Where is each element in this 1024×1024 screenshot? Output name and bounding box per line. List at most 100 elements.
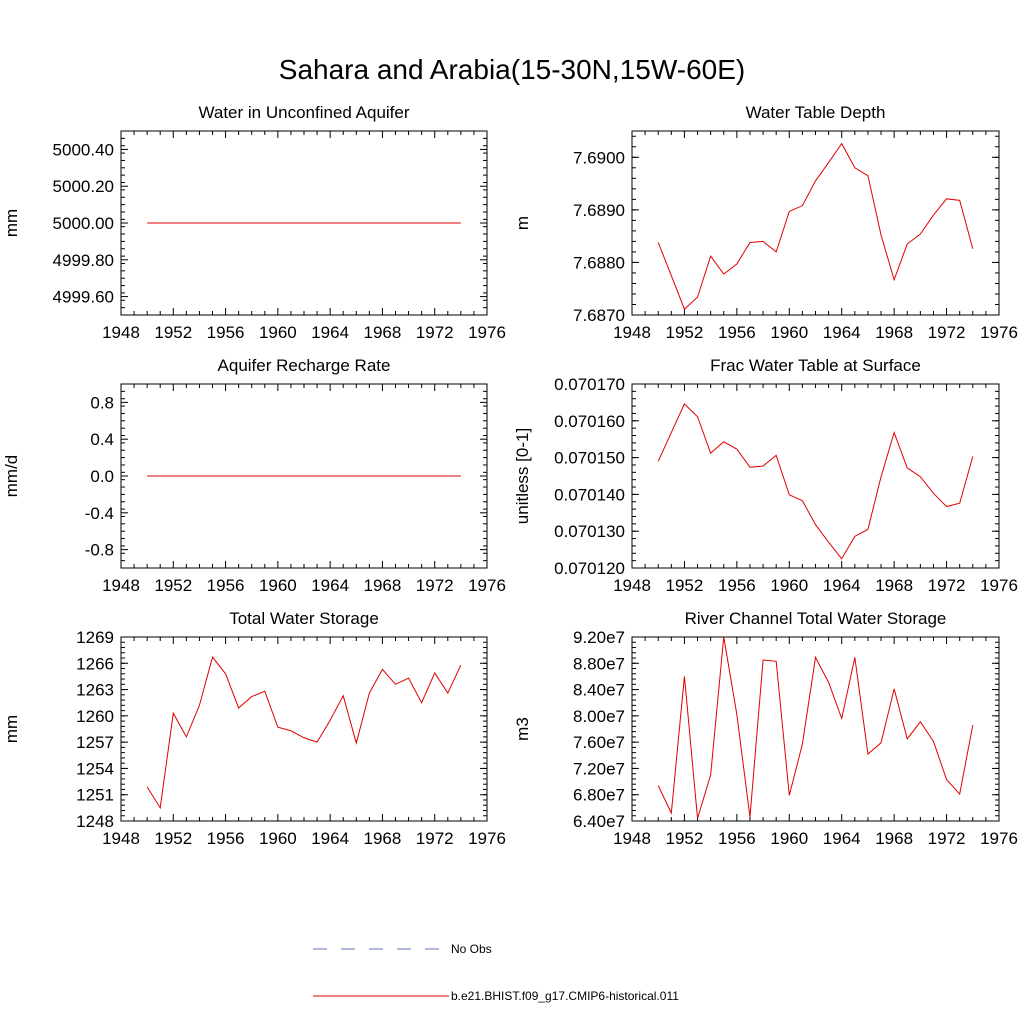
y-tick-label: 6.80e7 — [573, 786, 625, 805]
chart-panel-4: Frac Water Table at Surface unitless [0-1… — [513, 356, 1018, 595]
y-tick-label: 1248 — [76, 812, 114, 831]
x-tick-label: 1952 — [154, 829, 192, 848]
x-tick-label: 1976 — [468, 576, 506, 595]
x-tick-label: 1968 — [364, 829, 402, 848]
panel-title: Total Water Storage — [229, 609, 379, 628]
x-tick-label: 1976 — [980, 323, 1018, 342]
y-tick-label: 8.40e7 — [573, 681, 625, 700]
chart-panel-2: Water Table Depth m 1948 1952 1956 1960 1964 19… — [513, 103, 1018, 342]
y-axis-label: m — [513, 216, 532, 230]
x-tick-label: 1964 — [311, 829, 349, 848]
y-tick-label: 7.6870 — [573, 306, 625, 325]
x-tick-label: 1948 — [102, 576, 140, 595]
x-tick-label: 1976 — [468, 829, 506, 848]
y-tick-label: 1266 — [76, 654, 114, 673]
y-tick-label: 8.00e7 — [573, 707, 625, 726]
y-tick-label: 1254 — [76, 759, 114, 778]
x-tick-label: 1960 — [770, 576, 808, 595]
x-tick-label: 1960 — [770, 323, 808, 342]
x-tick-label: 1968 — [875, 576, 913, 595]
y-tick-label: 0.070150 — [554, 449, 625, 468]
panel-title: Frac Water Table at Surface — [710, 356, 921, 375]
y-axis-label: mm — [2, 209, 21, 237]
panel-title: River Channel Total Water Storage — [685, 609, 947, 628]
y-tick-label: 5000.20 — [53, 177, 114, 196]
y-tick-label: 7.6900 — [573, 148, 625, 167]
x-tick-label: 1952 — [666, 576, 704, 595]
x-tick-label: 1952 — [666, 323, 704, 342]
plot-frame — [120, 636, 488, 822]
x-tick-label: 1956 — [718, 576, 756, 595]
x-tick-label: 1956 — [207, 323, 245, 342]
x-tick-label: 1960 — [259, 829, 297, 848]
x-tick-label: 1960 — [259, 323, 297, 342]
y-tick-label: 1269 — [76, 628, 114, 647]
series-line-1 — [657, 142, 974, 311]
x-tick-label: 1968 — [875, 829, 913, 848]
chart-panel-6: River Channel Total Water Storage m3 1948 1… — [513, 609, 1018, 848]
y-tick-label: 8.80e7 — [573, 654, 625, 673]
x-tick-label: 1948 — [613, 576, 651, 595]
panel-title: Aquifer Recharge Rate — [218, 356, 391, 375]
y-tick-label: 0.070170 — [554, 375, 625, 394]
x-tick-label: 1948 — [613, 323, 651, 342]
panel-title: Water in Unconfined Aquifer — [198, 103, 409, 122]
x-tick-label: 1972 — [416, 576, 454, 595]
x-tick-label: 1964 — [823, 323, 861, 342]
y-tick-label: 0.070140 — [554, 485, 625, 504]
x-tick-label: 1948 — [102, 829, 140, 848]
x-tick-label: 1964 — [823, 829, 861, 848]
series-line-1 — [657, 636, 974, 819]
y-tick-label: 1263 — [76, 681, 114, 700]
y-tick-label: -0.4 — [85, 504, 114, 523]
x-tick-label: 1960 — [770, 829, 808, 848]
plot-frame — [631, 636, 1000, 822]
x-tick-label: 1972 — [928, 576, 966, 595]
x-tick-label: 1968 — [364, 323, 402, 342]
x-tick-label: 1956 — [207, 576, 245, 595]
figure-title: Sahara and Arabia(15-30N,15W-60E) — [278, 54, 746, 85]
y-axis-label: unitless [0-1] — [513, 428, 532, 524]
y-tick-label: -0.8 — [85, 541, 114, 560]
x-tick-label: 1956 — [718, 323, 756, 342]
x-tick-label: 1976 — [468, 323, 506, 342]
x-tick-label: 1972 — [928, 323, 966, 342]
x-tick-label: 1956 — [207, 829, 245, 848]
y-tick-label: 7.6880 — [573, 253, 625, 272]
y-tick-label: 1257 — [76, 733, 114, 752]
plot-frame — [631, 130, 1000, 316]
series-line-1 — [657, 403, 974, 560]
chart-panel-3: Aquifer Recharge Rate mm/d 1948 1952 1956 196… — [2, 356, 506, 595]
y-tick-label: 5000.00 — [53, 214, 114, 233]
series-line-1 — [146, 656, 462, 810]
x-tick-label: 1976 — [980, 829, 1018, 848]
y-tick-label: 1251 — [76, 786, 114, 805]
x-tick-label: 1972 — [928, 829, 966, 848]
x-tick-label: 1976 — [980, 576, 1018, 595]
y-axis-label: m3 — [513, 717, 532, 741]
x-tick-label: 1964 — [311, 323, 349, 342]
panel-title: Water Table Depth — [746, 103, 886, 122]
y-tick-label: 4999.60 — [53, 288, 114, 307]
chart-panel-5: Total Water Storage mm 1948 1952 1956 1960 196… — [2, 609, 506, 848]
x-tick-label: 1972 — [416, 829, 454, 848]
y-tick-label: 9.20e7 — [573, 628, 625, 647]
x-tick-label: 1964 — [311, 576, 349, 595]
chart-panel-1: Water in Unconfined Aquifer mm 1948 1952 195… — [2, 103, 506, 342]
x-tick-label: 1956 — [718, 829, 756, 848]
x-tick-label: 1960 — [259, 576, 297, 595]
x-tick-label: 1948 — [613, 829, 651, 848]
y-tick-label: 0.4 — [90, 430, 114, 449]
y-tick-label: 7.60e7 — [573, 733, 625, 752]
y-tick-label: 0.070160 — [554, 412, 625, 431]
x-tick-label: 1952 — [154, 323, 192, 342]
y-tick-label: 7.6890 — [573, 201, 625, 220]
x-tick-label: 1972 — [416, 323, 454, 342]
y-tick-label: 7.20e7 — [573, 759, 625, 778]
x-tick-label: 1948 — [102, 323, 140, 342]
y-tick-label: 0.0 — [90, 467, 114, 486]
y-axis-label: mm/d — [2, 455, 21, 498]
x-tick-label: 1964 — [823, 576, 861, 595]
y-tick-label: 1260 — [76, 707, 114, 726]
